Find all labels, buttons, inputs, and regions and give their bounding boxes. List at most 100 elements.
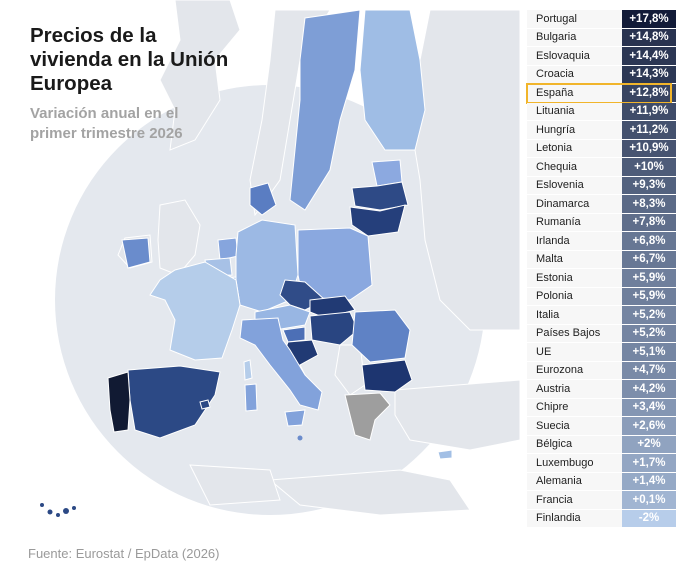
country-value: +14,4% [622,47,676,66]
country-value: +5,9% [622,269,676,288]
country-value: +10,9% [622,139,676,158]
country-name: Rumanía [527,213,622,232]
country-value: +5,2% [622,306,676,325]
table-row: Letonia +10,9% [527,139,676,158]
portugal [107,371,131,433]
table-row: Países Bajos +5,2% [527,324,676,343]
table-row: Hungría +11,2% [527,121,676,140]
table-row: Eurozona +4,7% [527,361,676,380]
country-name: Dinamarca [527,195,622,214]
italy [239,317,323,411]
country-name: UE [527,343,622,362]
country-value: +14,3% [622,65,676,84]
greece [344,392,391,441]
france [149,261,241,361]
country-value: +11,9% [622,102,676,121]
sardinia [244,383,258,412]
latvia [351,181,409,211]
country-name: Francia [527,491,622,510]
canary-islands [40,503,76,517]
country-name: Bulgaria [527,28,622,47]
country-name: Estonia [527,269,622,288]
country-value: +10% [622,158,676,177]
country-name: Alemania [527,472,622,491]
country-name: Italia [527,306,622,325]
country-value: +11,2% [622,121,676,140]
country-value: +5,2% [622,324,676,343]
country-value: +12,8% [622,84,676,103]
lithuania [349,204,406,237]
table-row: Rumanía +7,8% [527,213,676,232]
country-name: Polonia [527,287,622,306]
table-row: UE +5,1% [527,343,676,362]
table-row: Luxembugo +1,7% [527,454,676,473]
country-value: +5,1% [622,343,676,362]
poland [297,227,373,301]
netherlands [217,237,239,261]
country-name: Irlanda [527,232,622,251]
hungary [309,311,359,346]
ranking-table: Portugal +17,8% Bulgaria +14,8% Eslovaquia +1… [526,10,676,528]
table-row: Italia +5,2% [527,306,676,325]
country-value: +6,7% [622,250,676,269]
table-row: Croacia +14,3% [527,65,676,84]
country-value: +5,9% [622,287,676,306]
country-name: Malta [527,250,622,269]
country-name: Croacia [527,65,622,84]
romania [351,309,411,363]
cyprus [437,449,453,460]
table-row: Malta +6,7% [527,250,676,269]
table-row: Suecia +2,6% [527,417,676,436]
eu-choropleth-map [40,0,520,517]
country-name: Chequia [527,158,622,177]
table-row: Bélgica +2% [527,435,676,454]
country-name: Hungría [527,121,622,140]
corsica [243,359,253,381]
table-row: Alemania +1,4% [527,472,676,491]
table-row: Polonia +5,9% [527,287,676,306]
table-row: Dinamarca +8,3% [527,195,676,214]
country-name: Eurozona [527,361,622,380]
finland [359,9,426,151]
estonia [371,159,403,187]
table-row: España +12,8% [526,83,676,104]
country-value: +6,8% [622,232,676,251]
slovenia [282,326,306,343]
ireland [121,237,151,269]
table-row: Francia +0,1% [527,491,676,510]
spain [127,365,221,439]
country-name: Bélgica [527,435,622,454]
country-value: +2% [622,435,676,454]
map-subtitle: Variación anual en el primer trimestre 2… [30,105,183,142]
country-name: Finlandia [527,509,622,528]
country-name: Luxembugo [527,454,622,473]
country-value: +17,8% [622,10,676,29]
country-name: España [527,84,622,103]
country-value: +4,2% [622,380,676,399]
table-row: Chipre +3,4% [527,398,676,417]
country-name: Chipre [527,398,622,417]
table-row: Bulgaria +14,8% [527,28,676,47]
country-name: Suecia [527,417,622,436]
non-eu-land [117,0,520,516]
table-row: Portugal +17,8% [527,10,676,29]
country-name: Austria [527,380,622,399]
table-row: Eslovaquia +14,4% [527,47,676,66]
table-row: Estonia +5,9% [527,269,676,288]
country-value: +1,4% [622,472,676,491]
sweden [289,9,361,211]
country-value: -2% [622,509,676,528]
country-name: Letonia [527,139,622,158]
country-value: +4,7% [622,361,676,380]
table-row: Austria +4,2% [527,380,676,399]
country-value: +3,4% [622,398,676,417]
denmark [249,182,277,216]
table-row: Chequia +10% [527,158,676,177]
map-title: Precios de la vivienda en la Unión Europ… [30,24,229,95]
country-name: Países Bajos [527,324,622,343]
country-value: +8,3% [622,195,676,214]
bulgaria [361,359,413,393]
balearics [199,399,211,410]
country-value: +2,6% [622,417,676,436]
country-name: Eslovenia [527,176,622,195]
